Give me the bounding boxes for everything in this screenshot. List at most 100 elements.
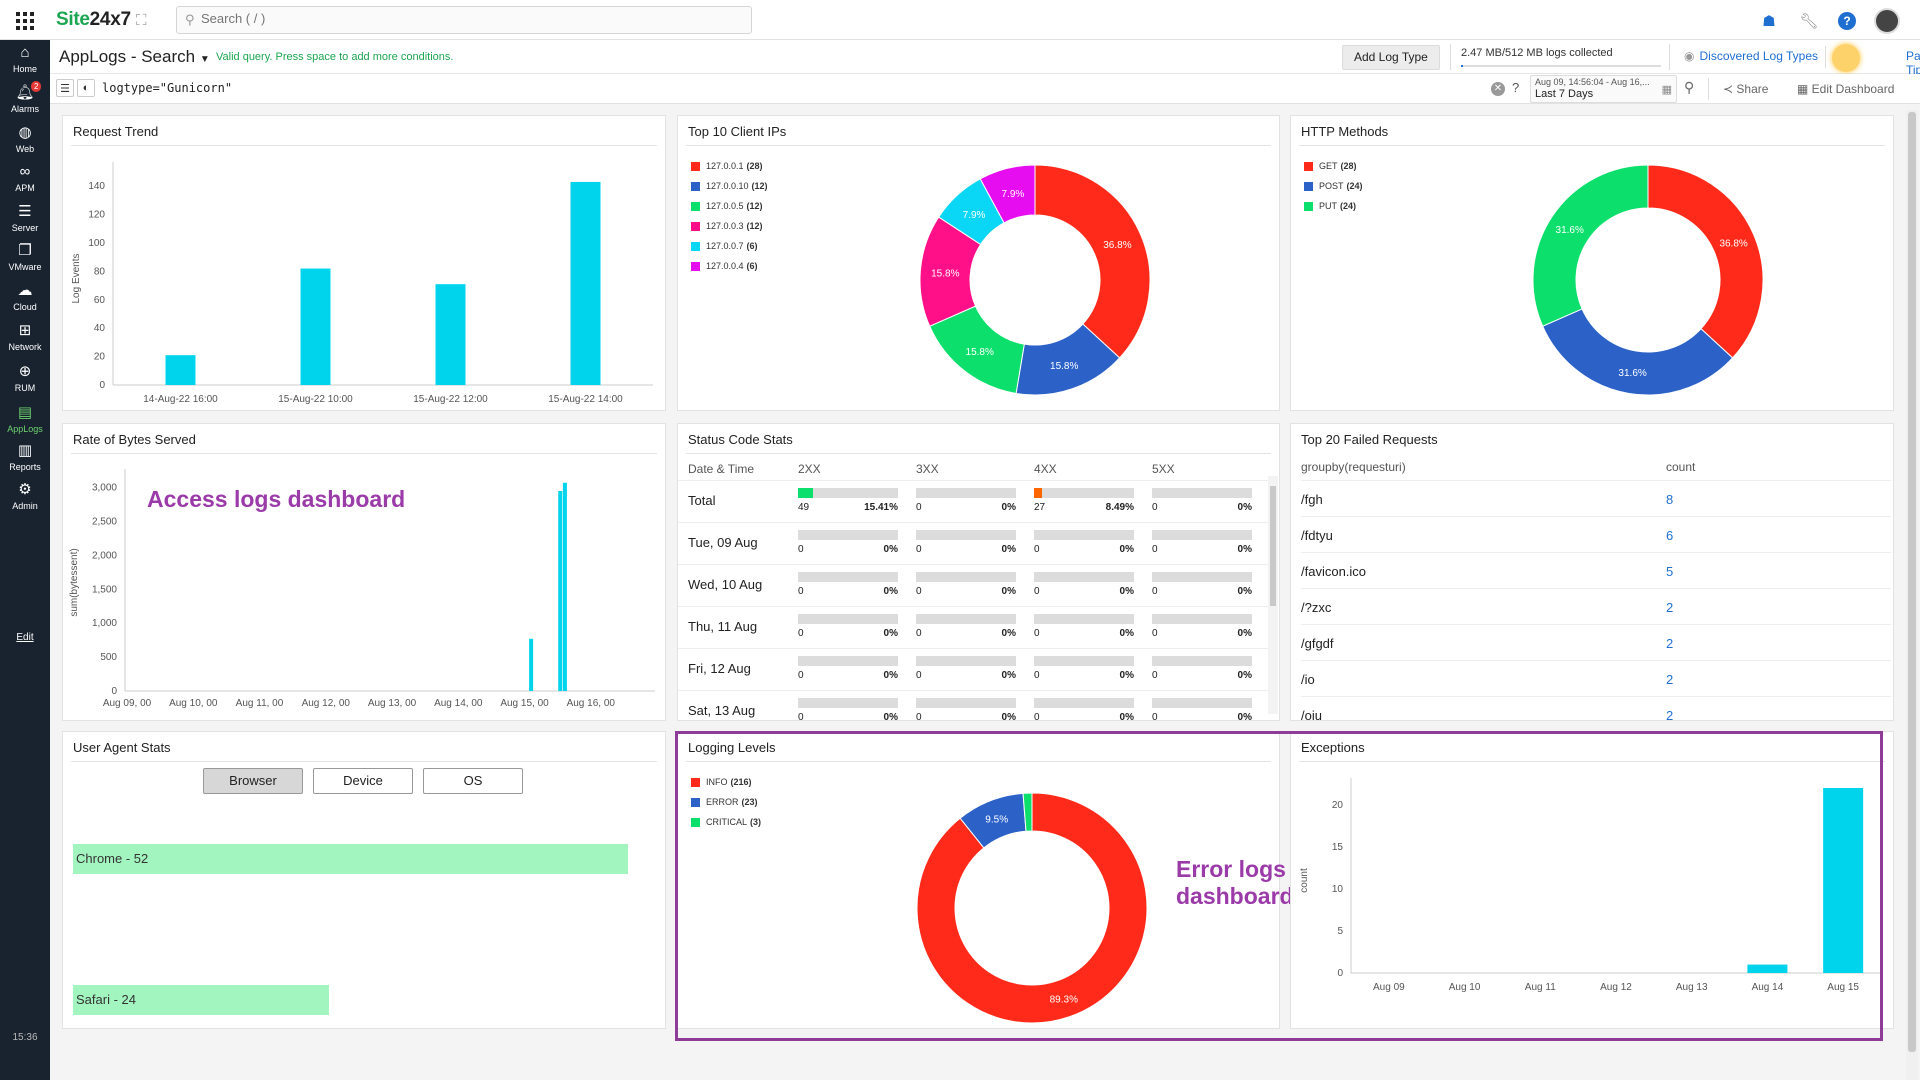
y-tick-label: 140 (88, 181, 105, 192)
table-row: Sat, 13 Aug 0 0% 0 0% 0 0% 0 0% (678, 690, 1268, 721)
legend-count: (28) (1340, 161, 1357, 171)
donut-slice-GET (1647, 164, 1764, 359)
status-percent: 0% (1237, 586, 1252, 597)
request-count-link[interactable]: 2 (1666, 636, 1674, 651)
request-count-link[interactable]: 2 (1666, 708, 1674, 721)
gear-icon: ⚙ (18, 481, 32, 498)
status-cell: 0 0% (1034, 695, 1134, 720)
sidebar-item-cloud[interactable]: ☁ Cloud (0, 282, 50, 312)
wrench-icon[interactable]: 🔧︎ (1799, 13, 1819, 30)
status-cell: 0 0% (798, 695, 898, 721)
status-progress-bar (1152, 572, 1252, 582)
help-icon[interactable]: ? (1838, 12, 1856, 30)
legend-item[interactable]: INFO (216) (691, 776, 761, 788)
discovered-log-types-link[interactable]: ◉ Discovered Log Types (1684, 49, 1818, 63)
status-percent: 0% (883, 712, 898, 721)
legend-item[interactable]: 127.0.0.7 (6) (691, 240, 768, 252)
page-title[interactable]: AppLogs - Search ▼ (59, 47, 210, 66)
x-tick-label: 15-Aug-22 10:00 (278, 394, 353, 405)
list-view-icon[interactable]: ☰ (56, 79, 74, 97)
donut-slice-127.0.0.4 (979, 164, 1036, 224)
run-search-icon[interactable]: ⚲ (1684, 79, 1695, 95)
agent-icon[interactable]: ☗ (1762, 13, 1776, 30)
sidebar-item-apm[interactable]: ∞ APM (0, 163, 50, 193)
legend-item[interactable]: 127.0.0.10 (12) (691, 180, 768, 192)
legend-item[interactable]: 127.0.0.1 (28) (691, 160, 768, 172)
page-tips-link[interactable]: Page Tips (1906, 49, 1920, 77)
status-progress-bar (916, 488, 1016, 498)
request-count-link[interactable]: 6 (1666, 528, 1674, 543)
avatar[interactable] (1874, 8, 1900, 34)
chevron-down-icon[interactable]: ▼ (199, 54, 210, 65)
table-row: Fri, 12 Aug 0 0% 0 0% 0 0% 0 0% (678, 648, 1268, 690)
search-input[interactable] (201, 11, 721, 26)
sidebar-item-vmware[interactable]: ❐ VMware (0, 242, 50, 272)
widget-exceptions: Exceptions 0 5 10 15 20 count Aug 09 Aug 10 Aug … (1290, 731, 1894, 1029)
server-icon: ☰ (18, 203, 32, 220)
page-scrollbar[interactable] (1906, 110, 1918, 1080)
widget-status-code-stats: Status Code Stats Date & Time 2XX 3XX 4XX 5X… (677, 423, 1280, 721)
sidebar-item-applogs[interactable]: ▤ AppLogs (0, 404, 50, 434)
device-tab-button[interactable]: Device (313, 768, 413, 794)
sidebar-edit-link[interactable]: Edit (16, 632, 34, 643)
status-percent: 0% (1119, 670, 1134, 681)
row-date-label: Thu, 11 Aug (688, 619, 758, 634)
x-tick-label: Aug 12 (1600, 982, 1632, 993)
bar (300, 268, 331, 385)
sidebar-item-home[interactable]: ⌂ Home (0, 44, 50, 74)
request-count-link[interactable]: 2 (1666, 672, 1674, 687)
request-count-link[interactable]: 5 (1666, 564, 1674, 579)
query-help-icon[interactable]: ? (1512, 80, 1520, 95)
clear-query-icon[interactable]: ✕ (1491, 82, 1505, 96)
legend-item[interactable]: GET (28) (1304, 160, 1363, 172)
date-range-picker[interactable]: Aug 09, 14:56:04 - Aug 16,... Last 7 Day… (1530, 75, 1677, 103)
legend-label: 127.0.0.5 (706, 201, 744, 211)
browser-tab-button[interactable]: Browser (203, 768, 303, 794)
status-cell: 0 0% (1152, 485, 1252, 517)
x-tick-label: Aug 11, 00 (236, 698, 284, 709)
query-type-icon[interactable]: ◐ (77, 79, 95, 97)
legend-item[interactable]: POST (24) (1304, 180, 1363, 192)
status-table-scrollbar[interactable] (1268, 476, 1278, 714)
edit-dashboard-button[interactable]: ▦ Edit Dashboard (1797, 82, 1895, 96)
sidebar-item-server[interactable]: ☰ Server (0, 203, 50, 233)
status-count: 0 (798, 544, 804, 555)
expand-icon[interactable]: ⛶ (136, 12, 147, 29)
request-count-link[interactable]: 2 (1666, 600, 1674, 615)
site24x7-logo[interactable]: Site24x7 (56, 9, 131, 30)
status-cell: 0 0% (1034, 611, 1134, 643)
column-header: 5XX (1152, 462, 1175, 476)
legend-item[interactable]: 127.0.0.3 (12) (691, 220, 768, 232)
status-progress-bar (1034, 656, 1134, 666)
y-tick-label: 20 (1332, 800, 1344, 811)
add-log-type-button[interactable]: Add Log Type (1342, 45, 1440, 70)
sidebar-item-reports[interactable]: ▥ Reports (0, 442, 50, 472)
status-cell: 0 0% (916, 611, 1016, 643)
legend-item[interactable]: ERROR (23) (691, 796, 761, 808)
status-cell: 0 0% (916, 485, 1016, 517)
sidebar-item-alarms[interactable]: 🔔︎ Alarms 2 (0, 81, 50, 114)
legend-item[interactable]: 127.0.0.5 (12) (691, 200, 768, 212)
query-input[interactable]: logtype="Gunicorn" (102, 81, 233, 95)
legend-item[interactable]: PUT (24) (1304, 200, 1363, 212)
user-agent-bar-safari[interactable]: Safari - 24 (73, 985, 330, 1015)
bar (165, 355, 196, 385)
os-tab-button[interactable]: OS (423, 768, 523, 794)
status-percent: 0% (1237, 544, 1252, 555)
page-tips-bulb-icon[interactable] (1832, 44, 1860, 72)
sidebar-item-label: Cloud (13, 302, 37, 312)
user-agent-bar-chrome[interactable]: Chrome - 52 (73, 844, 628, 874)
request-count-link[interactable]: 8 (1666, 492, 1674, 507)
access-logs-annotation: Access logs dashboard (147, 486, 406, 512)
legend-item[interactable]: 127.0.0.4 (6) (691, 260, 768, 272)
legend-item[interactable]: CRITICAL (3) (691, 816, 761, 828)
sidebar-item-admin[interactable]: ⚙ Admin (0, 481, 50, 511)
sidebar-item-network[interactable]: ⊞ Network (0, 322, 50, 352)
global-search[interactable]: ⚲ (176, 6, 752, 34)
sidebar-item-web[interactable]: ◍ Web (0, 124, 50, 154)
sidebar-item-rum[interactable]: ⊕ RUM (0, 363, 50, 393)
share-button[interactable]: ≺ Share (1723, 82, 1769, 96)
bar (570, 181, 601, 385)
app-grid-icon[interactable] (16, 12, 34, 30)
request-uri: /fdtyu (1301, 528, 1333, 543)
